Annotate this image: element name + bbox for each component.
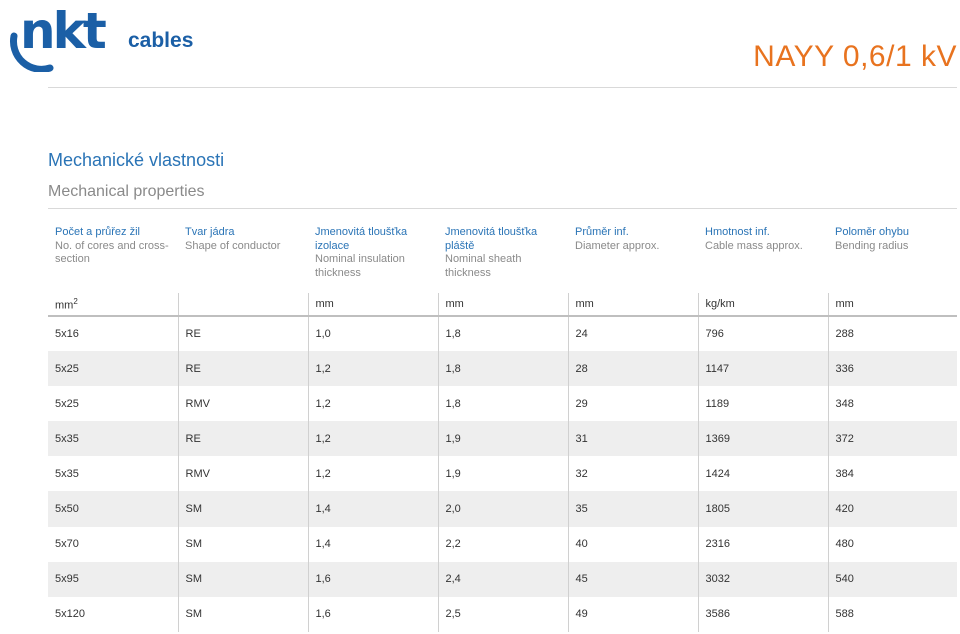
- column-header: Poloměr ohybu Bending radius: [835, 226, 909, 252]
- table-cell: RE: [177, 351, 308, 387]
- table-cell: 3032: [697, 561, 828, 597]
- table-row: 5x50 SM 1,4 2,0 35 1805 420: [48, 491, 957, 527]
- logo-subword: cables: [128, 29, 193, 52]
- table-cell: 1,4: [307, 526, 438, 562]
- column-header: Tvar jádra Shape of conductor: [185, 226, 281, 252]
- table-cell: 45: [567, 561, 698, 597]
- table-cell: 336: [827, 351, 957, 387]
- table-cell: 5x25: [55, 397, 79, 410]
- table-cell: 288: [827, 316, 957, 352]
- table-cell: RMV: [177, 386, 308, 422]
- table-cell: 2,5: [437, 596, 568, 632]
- table-cell: 32: [567, 456, 698, 492]
- unit-cell: mm: [307, 293, 438, 316]
- table-cell: 1,2: [307, 351, 438, 387]
- table-cell: 796: [697, 316, 828, 352]
- table-cell: 2,2: [437, 526, 568, 562]
- column-header: Průměr inf. Diameter approx.: [575, 226, 660, 252]
- table-row: 5x70 SM 1,4 2,2 40 2316 480: [48, 526, 957, 562]
- table-cell: 28: [567, 351, 698, 387]
- table-cell: 2316: [697, 526, 828, 562]
- table-cell: 1189: [697, 386, 828, 422]
- table-cell: 1,6: [307, 561, 438, 597]
- section-title-en: Mechanical properties: [48, 183, 205, 200]
- table-cell: SM: [177, 491, 308, 527]
- unit-cell: mm: [437, 293, 568, 316]
- unit-cell: mm: [827, 293, 957, 316]
- table-row: 5x35 RE 1,2 1,9 31 1369 372: [48, 421, 957, 457]
- table-cell: 2,0: [437, 491, 568, 527]
- table-cell: 1,2: [307, 421, 438, 457]
- table-header-row: Počet a průřez žil No. of cores and cross…: [48, 223, 957, 293]
- table-cell: 5x25: [48, 351, 178, 387]
- table-cell: 40: [567, 526, 698, 562]
- document-title: NAYY 0,6/1 kV: [753, 40, 957, 73]
- table-cell: 29: [567, 386, 698, 422]
- logo-wordmark: nkt: [20, 2, 106, 60]
- table-units-row: mm2 mm mm mm kg/km mm: [48, 293, 957, 316]
- table-cell: 348: [827, 386, 957, 422]
- table-cell: 5x35: [55, 467, 79, 480]
- table-cell: 1,2: [307, 456, 438, 492]
- table-cell: 5x70: [55, 538, 79, 551]
- table-cell: RE: [177, 421, 308, 457]
- unit-cell: [177, 293, 308, 316]
- table-cell: RE: [177, 316, 308, 352]
- table-cell: 49: [567, 596, 698, 632]
- table-cell: 5x50: [48, 491, 178, 527]
- table-cell: 5x120: [55, 608, 85, 621]
- unit-cell: kg/km: [697, 293, 828, 316]
- column-header: Jmenovitá tloušťka pláště Nominal sheath …: [445, 226, 538, 279]
- table-cell: 1,4: [307, 491, 438, 527]
- table-cell: 1,9: [437, 456, 568, 492]
- column-header: Jmenovitá tloušťka izolace Nominal insula…: [315, 226, 408, 279]
- table-cell: 384: [827, 456, 957, 492]
- table-cell: 2,4: [437, 561, 568, 597]
- section-title-cz: Mechanické vlastnosti: [48, 150, 225, 170]
- nkt-cables-logo: nkt cables: [6, 0, 206, 73]
- table-row: 5x95 SM 1,6 2,4 45 3032 540: [48, 561, 957, 597]
- table-row: 5x16 RE 1,0 1,8 24 796 288: [48, 316, 957, 352]
- table-cell: 420: [827, 491, 957, 527]
- table-cell: 1369: [697, 421, 828, 457]
- table-cell: SM: [177, 526, 308, 562]
- column-header: Hmotnost inf. Cable mass approx.: [705, 226, 803, 252]
- table-cell: 1147: [697, 351, 828, 387]
- column-header: Počet a průřez žil No. of cores and cross…: [55, 226, 169, 265]
- table-cell: RMV: [177, 456, 308, 492]
- table-cell: 35: [567, 491, 698, 527]
- table-cell: SM: [177, 561, 308, 597]
- unit-cell: mm: [567, 293, 698, 316]
- table-cell: 372: [827, 421, 957, 457]
- unit-cell: mm2: [55, 296, 78, 312]
- table-cell: SM: [177, 596, 308, 632]
- table-cell: 1,8: [437, 386, 568, 422]
- table-cell: 1,2: [307, 386, 438, 422]
- table-cell: 540: [827, 561, 957, 597]
- table-cell: 3586: [697, 596, 828, 632]
- table-cell: 1424: [697, 456, 828, 492]
- header-divider: [48, 87, 957, 88]
- table-cell: 1805: [697, 491, 828, 527]
- table-cell: 24: [567, 316, 698, 352]
- table-cell: 1,8: [437, 316, 568, 352]
- section-divider: [48, 208, 957, 209]
- table-cell: 1,6: [307, 596, 438, 632]
- table-row: 5x120 SM 1,6 2,5 49 3586 588: [48, 596, 957, 632]
- table-cell: 5x95: [48, 561, 178, 597]
- mechanical-properties-table: Počet a průřez žil No. of cores and cross…: [48, 223, 957, 632]
- table-row: 5x25 RE 1,2 1,8 28 1147 336: [48, 351, 957, 387]
- logo-arc: [10, 32, 54, 73]
- table-row: 5x25 RMV 1,2 1,8 29 1189 348: [48, 386, 957, 422]
- table-row: 5x35 RMV 1,2 1,9 32 1424 384: [48, 456, 957, 492]
- table-cell: 1,9: [437, 421, 568, 457]
- table-cell: 480: [827, 526, 957, 562]
- table-cell: 588: [827, 596, 957, 632]
- table-cell: 5x16: [55, 328, 79, 341]
- table-cell: 5x35: [48, 421, 178, 457]
- table-cell: 1,8: [437, 351, 568, 387]
- logo-graphic: nkt cables: [10, 2, 193, 73]
- table-cell: 31: [567, 421, 698, 457]
- table-cell: 1,0: [307, 316, 438, 352]
